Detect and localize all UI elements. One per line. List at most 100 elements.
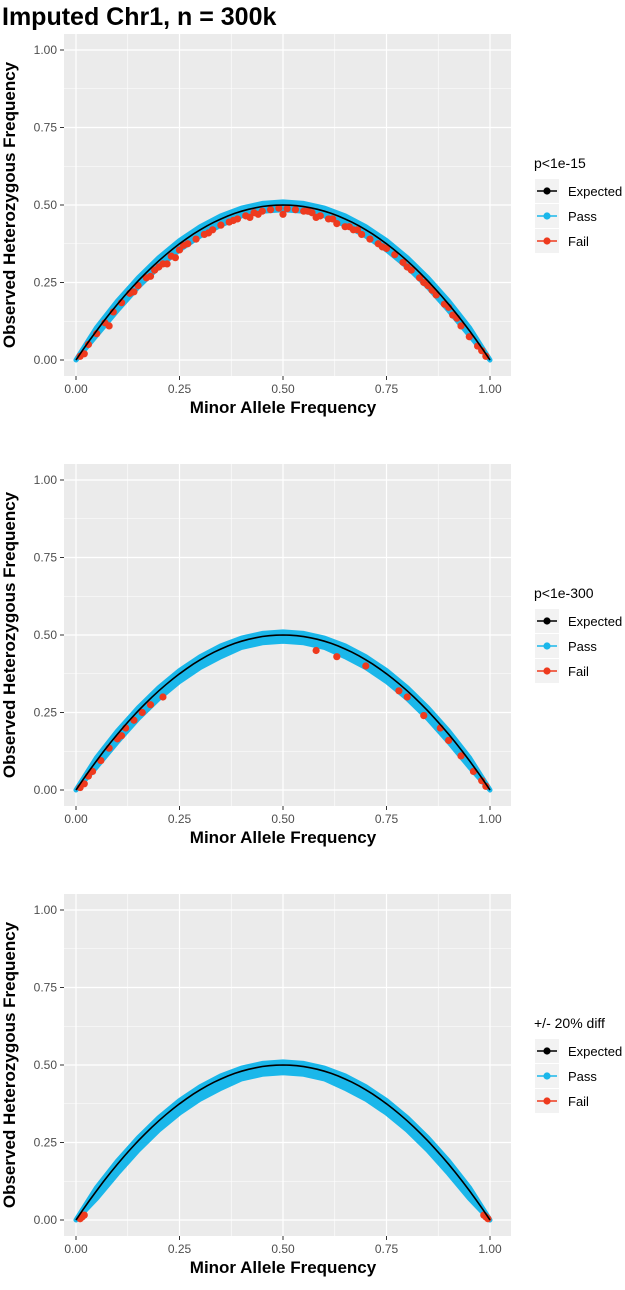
- fail-point: [420, 278, 428, 287]
- fail-point: [312, 646, 320, 655]
- legend-label-expected: Expected: [568, 614, 622, 629]
- fail-point: [275, 204, 283, 212]
- fail-point: [312, 213, 320, 221]
- fail-point: [159, 693, 167, 701]
- fail-point: [109, 308, 117, 316]
- legend-key-dot: [543, 1097, 551, 1105]
- fail-point: [254, 210, 262, 218]
- fail-point: [80, 350, 88, 358]
- fail-point: [345, 223, 353, 231]
- legend-key-dot: [543, 1047, 551, 1055]
- fail-point: [445, 736, 453, 744]
- fail-point: [399, 258, 407, 266]
- fail-point: [478, 777, 486, 785]
- legend-label-expected: Expected: [568, 184, 622, 199]
- chart-svg: 0.00 0.25 0.50 0.75 1.00 0.00 0.25 0.50 0.75 1.00…: [0, 34, 622, 417]
- fail-point: [457, 752, 465, 760]
- x-tick-label: 1.00: [478, 812, 502, 826]
- expected-line: [75, 1064, 491, 1221]
- x-tick-label: 0.50: [271, 812, 295, 826]
- legend-key-dot: [543, 1072, 551, 1080]
- y-tick-label: 0.50: [34, 198, 58, 212]
- legend-key-dot: [543, 212, 551, 220]
- fail-point: [279, 210, 287, 218]
- x-axis-title: Minor Allele Frequency: [190, 828, 377, 847]
- fail-point: [146, 701, 155, 709]
- fail-point: [105, 322, 113, 330]
- fail-point: [482, 782, 490, 790]
- x-tick-label: 0.75: [375, 1242, 399, 1256]
- fail-point: [478, 347, 486, 355]
- y-tick-label: 0.25: [34, 276, 58, 290]
- x-tick-label: 0.25: [168, 1242, 192, 1256]
- x-tick-label: 0.50: [271, 1242, 295, 1256]
- y-tick-label: 0.75: [34, 551, 58, 565]
- fail-point: [416, 274, 424, 282]
- fail-point: [117, 732, 126, 740]
- fail-point: [171, 254, 179, 262]
- y-axis-title: Observed Heterozygous Frequency: [0, 921, 19, 1208]
- fail-point: [403, 693, 411, 701]
- y-tick-label: 0.25: [34, 1136, 58, 1150]
- fail-point: [80, 780, 88, 788]
- x-axis-title: Minor Allele Frequency: [190, 398, 377, 417]
- legend-label-fail: Fail: [568, 234, 589, 249]
- expected-line: [75, 634, 491, 791]
- fail-point: [333, 653, 341, 661]
- legend-label-pass: Pass: [568, 639, 597, 654]
- chart-svg: 0.00 0.25 0.50 0.75 1.00 0.00 0.25 0.50 0.75 1.00…: [0, 464, 622, 847]
- x-tick-label: 0.25: [168, 382, 192, 396]
- fail-point: [138, 708, 146, 717]
- fail-point: [204, 229, 213, 237]
- fail-point: [163, 260, 171, 268]
- fail-point: [80, 1211, 88, 1219]
- legend-label-fail: Fail: [568, 664, 589, 679]
- legend-title: p<1e-15: [534, 155, 586, 171]
- fail-point: [333, 220, 341, 228]
- y-tick-label: 1.00: [34, 903, 58, 917]
- fail-point: [362, 662, 370, 670]
- legend-title: p<1e-300: [534, 585, 594, 601]
- x-tick-label: 0.00: [64, 812, 88, 826]
- y-axis-title: Observed Heterozygous Frequency: [0, 491, 19, 778]
- fail-point: [217, 221, 225, 229]
- legend-key-dot: [543, 187, 551, 195]
- fail-point: [378, 243, 386, 251]
- y-tick-label: 1.00: [34, 43, 58, 57]
- fail-point: [395, 687, 403, 695]
- y-tick-label: 0.75: [34, 981, 58, 995]
- chart-panel-p1e300: 0.00 0.25 0.50 0.75 1.00 0.00 0.25 0.50 0.75 1.00…: [0, 430, 625, 860]
- fail-point: [192, 235, 200, 243]
- fail-point: [484, 1215, 492, 1223]
- y-tick-label: 0.00: [34, 783, 58, 797]
- fail-point: [180, 241, 188, 249]
- legend-label-fail: Fail: [568, 1094, 589, 1109]
- x-tick-label: 0.75: [375, 382, 399, 396]
- y-tick-label: 0.75: [34, 121, 58, 135]
- legend-key-dot: [543, 617, 551, 625]
- fail-point: [482, 352, 490, 360]
- legend-key-dot: [543, 642, 551, 650]
- fail-point: [291, 206, 300, 214]
- fail-point: [465, 333, 473, 341]
- fail-point: [358, 230, 366, 239]
- x-tick-label: 0.00: [64, 1242, 88, 1256]
- fail-point: [246, 213, 254, 221]
- fail-point: [155, 263, 163, 271]
- fail-point: [329, 215, 337, 223]
- fail-point: [283, 205, 291, 213]
- fail-point: [353, 226, 362, 234]
- fail-point: [304, 207, 312, 215]
- y-tick-label: 0.50: [34, 1058, 58, 1072]
- fail-point: [146, 272, 155, 280]
- fail-point: [403, 263, 411, 271]
- x-tick-label: 0.25: [168, 812, 192, 826]
- fail-point: [229, 216, 237, 225]
- y-tick-label: 0.25: [34, 706, 58, 720]
- y-tick-label: 1.00: [34, 473, 58, 487]
- chart-panel-p1e15: 0.00 0.25 0.50 0.75 1.00 0.00 0.25 0.50 0.75 1.00…: [0, 0, 625, 430]
- y-tick-label: 0.50: [34, 628, 58, 642]
- legend-label-pass: Pass: [568, 1069, 597, 1084]
- fail-point: [130, 288, 138, 296]
- fail-point: [366, 235, 374, 243]
